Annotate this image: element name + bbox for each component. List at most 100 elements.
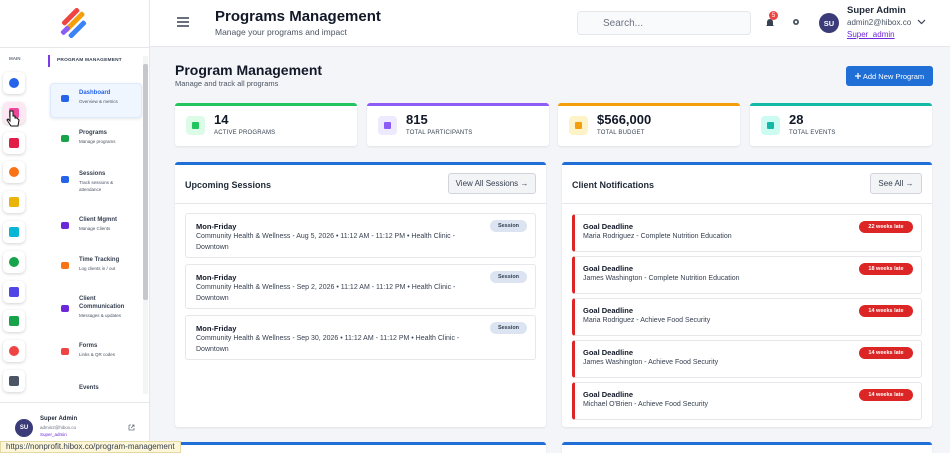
user-role[interactable]: Super_admin [847, 30, 895, 39]
nav-icon[interactable] [3, 161, 25, 184]
session-title: Mon-Friday [196, 273, 237, 282]
avatar[interactable]: SU [15, 419, 33, 437]
scroll-thumb [143, 64, 148, 300]
stat-value: $566,000 [597, 112, 652, 127]
section-title: PROGRAM MANAGEMENT [57, 58, 122, 63]
notification-badge: 18 weeks late [859, 263, 913, 275]
nav-icon [61, 305, 69, 312]
stat-card: 14 ACTIVE PROGRAMS [175, 103, 357, 146]
nav-sublabel: Manage programs [79, 139, 116, 144]
menu-button[interactable] [177, 17, 189, 27]
user-name: Super Admin [40, 416, 78, 422]
session-card[interactable]: Mon-Friday Community Health & Wellness - … [185, 315, 536, 360]
add-program-button[interactable]: Add New Program [846, 66, 933, 86]
nav-sublabel: Links & QR codes [79, 352, 116, 357]
stat-label: ACTIVE PROGRAMS [214, 130, 276, 136]
session-card[interactable]: Mon-Friday Community Health & Wellness - … [185, 264, 536, 309]
notification-card[interactable]: Goal Deadline Maria Rodriguez - Achieve F… [572, 298, 922, 336]
notification-title: Goal Deadline [583, 306, 634, 315]
nav-icon[interactable] [3, 191, 25, 214]
divider [562, 203, 932, 204]
user-email: admin2@hibox.co [847, 18, 912, 27]
nav-label: Time Tracking [79, 257, 120, 263]
icon-glyph [9, 78, 19, 88]
settings[interactable] [792, 18, 800, 26]
icon-glyph [575, 122, 582, 129]
session-badge: Session [490, 271, 527, 283]
page-title: Program Management [175, 62, 323, 78]
icon-glyph [9, 316, 19, 327]
section-bar [48, 55, 50, 67]
nav-icon[interactable] [3, 370, 25, 392]
bell[interactable] [765, 17, 775, 28]
notification-badge: 14 weeks late [859, 389, 913, 401]
stat-label: TOTAL EVENTS [789, 130, 836, 136]
nav-icon[interactable] [3, 72, 25, 94]
icon-glyph [9, 346, 19, 357]
external-link[interactable] [128, 424, 135, 431]
session-detail: Community Health & Wellness - Sep 30, 20… [196, 335, 460, 353]
notification-card[interactable]: Goal Deadline James Washington - Complete… [572, 256, 922, 294]
section-main: MAIN [9, 56, 21, 61]
nav-icon [61, 222, 69, 229]
nav-label: Forms [79, 343, 98, 349]
notification-card[interactable]: Goal Deadline James Washington - Achieve … [572, 340, 922, 378]
stat-value: 815 [406, 112, 428, 127]
stat-value: 28 [789, 112, 804, 127]
icon-glyph [9, 167, 19, 178]
nav-sublabel: Log clients in / out [79, 266, 116, 271]
notifications-panel: Client Notifications See All → Goal Dead… [562, 162, 932, 427]
nav-icon[interactable] [3, 310, 25, 333]
notification-card[interactable]: Goal Deadline Michael O'Brien - Achieve F… [572, 382, 922, 420]
session-card[interactable]: Mon-Friday Community Health & Wellness - … [185, 213, 536, 258]
search-input[interactable]: Search... [577, 11, 751, 35]
divider [0, 47, 150, 48]
nav-label: Events [79, 385, 99, 391]
button-label: Add New Program [862, 71, 925, 81]
panel-title: Upcoming Sessions [185, 180, 272, 190]
avatar[interactable]: SU [819, 13, 839, 33]
nav-icon[interactable] [3, 221, 25, 243]
icon-glyph [9, 197, 19, 208]
plus-icon [854, 73, 861, 79]
notification-detail: James Washington - Complete Nutrition Ed… [583, 275, 740, 282]
session-title: Mon-Friday [196, 222, 237, 231]
see-all-button[interactable]: See All → [870, 173, 922, 194]
nav-label: Programs [79, 130, 108, 136]
view-all-button[interactable]: View All Sessions → [448, 173, 536, 194]
nav-icon[interactable] [3, 280, 25, 303]
nav-icon [61, 135, 69, 142]
nav-icon[interactable] [3, 340, 25, 363]
sessions-panel: Upcoming Sessions View All Sessions → Mo… [175, 162, 546, 427]
nav-icon[interactable] [3, 250, 25, 273]
session-detail: Community Health & Wellness - Sep 2, 202… [196, 284, 456, 302]
icon-glyph [9, 137, 19, 148]
user-menu-toggle[interactable] [917, 19, 926, 25]
icon-glyph [9, 376, 19, 386]
user-email: admin2@hibox.co [40, 425, 77, 430]
notification-title: Goal Deadline [583, 222, 634, 231]
panel-title: Client Notifications [572, 180, 655, 190]
header-title: Programs Management [215, 8, 381, 25]
nav-icon[interactable] [3, 101, 25, 124]
notification-card[interactable]: Goal Deadline Maria Rodriguez - Complete … [572, 214, 922, 252]
notification-detail: Maria Rodriguez - Complete Nutrition Edu… [583, 233, 732, 240]
notification-badge: 5 [769, 11, 778, 20]
nav-icon[interactable] [3, 131, 25, 154]
nav-label: Sessions [79, 171, 106, 177]
notification-badge: 22 weeks late [859, 221, 913, 233]
nav-icon [61, 176, 69, 183]
nav-icon [61, 262, 69, 269]
stat-label: TOTAL PARTICIPANTS [406, 130, 473, 136]
user-role: Super_admin [40, 432, 67, 437]
stat-icon [761, 116, 780, 135]
panel [175, 442, 546, 453]
nav-icon [61, 348, 69, 355]
nav-icon [61, 95, 69, 102]
stat-card: 28 TOTAL EVENTS [750, 103, 932, 146]
stat-icon [186, 116, 205, 135]
divider [0, 402, 150, 403]
stat-value: 14 [214, 112, 229, 127]
icon-glyph [9, 286, 19, 297]
